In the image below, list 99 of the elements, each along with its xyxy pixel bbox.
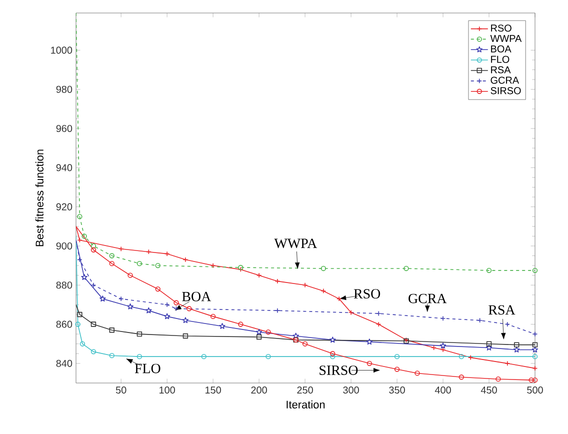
point: [532, 342, 538, 348]
x-tick-label: 400: [434, 386, 451, 394]
point: [440, 342, 446, 349]
point: [155, 262, 160, 268]
point: [146, 307, 152, 314]
point: [219, 322, 226, 329]
annotation: SIRSO: [320, 366, 358, 375]
point: [330, 351, 336, 356]
point: [186, 306, 192, 312]
point: [136, 354, 142, 360]
x-tick-label: 100: [160, 386, 175, 394]
point: [155, 286, 160, 292]
x-tick-label: 150: [206, 386, 221, 394]
point: [330, 354, 336, 360]
point: [266, 354, 271, 360]
point: [90, 247, 96, 252]
y-tick-label: 1000: [51, 46, 72, 54]
point: [182, 333, 188, 339]
point: [274, 308, 280, 314]
point: [394, 354, 400, 360]
point: [514, 346, 520, 352]
point: [109, 353, 114, 358]
point: [136, 331, 142, 337]
point: [90, 322, 96, 327]
point: [320, 266, 326, 272]
point: [366, 338, 373, 345]
point: [256, 328, 262, 335]
point: [486, 344, 492, 350]
point: [174, 300, 179, 306]
y-tick-label: 940: [56, 164, 72, 172]
x-tick-label: 450: [480, 386, 497, 394]
point: [440, 316, 446, 321]
annotation: RSA: [488, 305, 516, 315]
point: [486, 341, 492, 346]
point: [366, 360, 372, 366]
y-tick-label: 900: [56, 242, 72, 250]
point: [256, 334, 262, 340]
point: [77, 312, 82, 318]
point: [90, 349, 96, 354]
point: [109, 260, 114, 266]
legend-label: GCRA: [490, 76, 520, 84]
point: [302, 341, 308, 346]
x-tick-label: 350: [389, 386, 405, 394]
point: [330, 336, 336, 343]
legend-label: SIRSO: [490, 87, 521, 94]
legend-label: FLO: [491, 56, 510, 63]
point: [532, 268, 538, 274]
point: [532, 331, 538, 337]
y-tick-label: 880: [56, 282, 72, 289]
point: [90, 243, 96, 249]
point: [266, 330, 271, 335]
y-tick-label: 840: [56, 360, 72, 367]
annotation: BOA: [182, 292, 212, 302]
point: [532, 346, 538, 352]
x-axis-title: Iteration: [286, 400, 325, 408]
point: [128, 272, 133, 278]
point: [182, 317, 189, 324]
point: [514, 342, 520, 348]
x-tick-label: 250: [297, 386, 313, 394]
point: [100, 296, 106, 302]
point: [81, 274, 88, 280]
point: [238, 322, 244, 327]
y-tick-label: 860: [56, 320, 72, 328]
annotation: GCRA: [408, 294, 447, 304]
point: [75, 322, 80, 327]
point: [458, 354, 464, 360]
point: [77, 214, 82, 220]
annotation: FLO: [134, 364, 160, 374]
point: [210, 314, 216, 320]
point: [82, 234, 87, 239]
point: [109, 328, 114, 333]
point: [136, 260, 142, 266]
point: [394, 366, 400, 372]
point: [458, 374, 464, 380]
point: [201, 354, 206, 360]
point: [404, 266, 409, 272]
legend-label: BOA: [491, 45, 512, 52]
point: [80, 341, 86, 346]
point: [109, 253, 114, 258]
legend-label: RSO: [491, 24, 512, 32]
annotation: RSO: [354, 289, 380, 299]
point: [414, 370, 420, 376]
point: [164, 313, 170, 320]
point: [376, 310, 382, 316]
legend-label: WWPA: [490, 35, 522, 42]
y-axis-title: Best fitness function: [35, 150, 44, 246]
annotation: WWPA: [274, 238, 318, 248]
point: [496, 376, 501, 382]
point: [127, 303, 134, 310]
y-tick-label: 960: [56, 124, 72, 132]
point: [90, 282, 96, 288]
y-tick-label: 920: [56, 203, 72, 210]
y-tick-label: 980: [56, 86, 72, 93]
x-tick-label: 300: [343, 386, 359, 394]
x-tick-label: 500: [527, 386, 543, 394]
x-tick-label: 200: [251, 386, 267, 394]
x-tick-label: 50: [116, 386, 126, 394]
point: [486, 268, 492, 274]
legend-label: RSA: [491, 66, 511, 74]
